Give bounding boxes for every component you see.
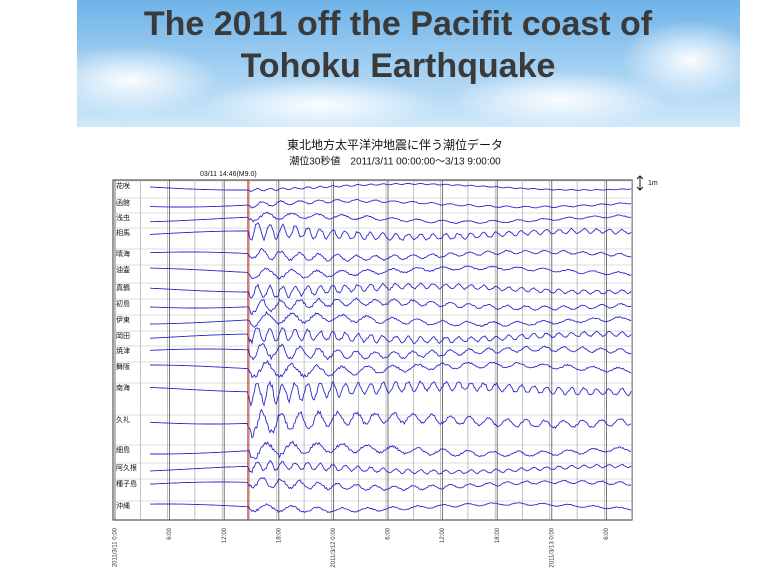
time-label: 18:00 bbox=[276, 527, 282, 543]
waveform bbox=[150, 440, 632, 460]
waveform bbox=[150, 247, 632, 262]
waveform bbox=[150, 477, 632, 492]
station-label: 晴海 bbox=[116, 249, 130, 258]
banner: The 2011 off the Pacifit coast of Tohoku… bbox=[40, 0, 760, 133]
station-label: 阿久根 bbox=[116, 463, 137, 472]
time-label: 2011/3/12 0:00 bbox=[331, 527, 337, 567]
time-label: 12:00 bbox=[222, 527, 228, 543]
waveform bbox=[150, 326, 632, 345]
waveform bbox=[149, 459, 632, 475]
waveform bbox=[149, 198, 632, 209]
grid bbox=[113, 180, 633, 520]
time-label: 6:00 bbox=[167, 527, 173, 539]
waveform bbox=[150, 297, 632, 316]
time-label: 2011/3/11 0:00 bbox=[113, 527, 119, 567]
station-label: 舞阪 bbox=[116, 362, 130, 371]
waveform bbox=[150, 310, 632, 328]
waveform bbox=[150, 379, 632, 407]
station-label: 浅虫 bbox=[116, 213, 130, 222]
waveforms bbox=[149, 182, 632, 514]
waveform bbox=[150, 502, 632, 514]
station-label: 相馬 bbox=[116, 228, 130, 237]
waveform bbox=[149, 343, 632, 361]
station-label: 油壷 bbox=[116, 265, 130, 274]
time-labels: 2011/3/11 0:00 6:00 12:00 18:00 2011/3/12 0:… bbox=[113, 527, 610, 567]
station-label: 函館 bbox=[116, 198, 130, 207]
station-label: 岡田 bbox=[116, 332, 130, 340]
station-label: 南海 bbox=[116, 383, 130, 392]
waveform bbox=[150, 282, 632, 299]
station-label: 真鶴 bbox=[116, 283, 130, 292]
waveform bbox=[150, 408, 632, 439]
time-label: 18:00 bbox=[495, 527, 501, 543]
waveform bbox=[150, 222, 632, 242]
scale-arrow bbox=[636, 175, 644, 191]
time-label: 6:00 bbox=[386, 527, 392, 539]
station-label: 伊東 bbox=[116, 315, 130, 324]
event-label: 03/11 14:46(M9.0) bbox=[200, 171, 257, 178]
waveform bbox=[150, 265, 632, 280]
waveform bbox=[149, 182, 632, 193]
station-label: 種子島 bbox=[116, 479, 137, 488]
title-line: Tohoku Earthquake bbox=[241, 47, 556, 85]
station-label: 沖縄 bbox=[116, 501, 130, 510]
station-label: 花咲 bbox=[116, 181, 130, 190]
station-label: 初島 bbox=[116, 299, 130, 308]
scale-label: 1m bbox=[648, 180, 658, 187]
station-label: 久礼 bbox=[116, 415, 130, 424]
title-line: The 2011 off the Pacifit coast of bbox=[144, 5, 653, 43]
waveform bbox=[150, 211, 632, 225]
time-label: 2011/3/13 0:00 bbox=[549, 527, 555, 567]
time-label: 12:00 bbox=[440, 527, 446, 543]
figure-subtitle: 潮位30秒値 2011/3/11 00:00:00～3/13 9:00:00 bbox=[289, 155, 501, 168]
time-label: 6:00 bbox=[604, 527, 610, 539]
waveform bbox=[150, 359, 632, 379]
figure-title: 東北地方太平洋沖地震に伴う潮位データ bbox=[287, 137, 503, 152]
station-label: 細島 bbox=[116, 445, 130, 454]
station-label: 焼津 bbox=[116, 346, 130, 355]
